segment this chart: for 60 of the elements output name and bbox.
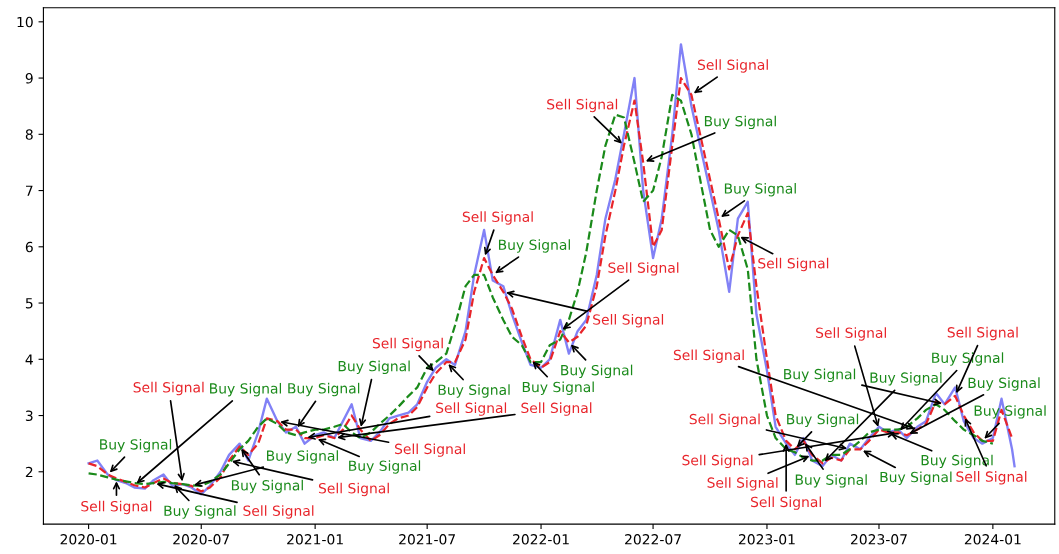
annotation: Sell Signal	[318, 482, 389, 497]
annotation: Sell Signal	[689, 413, 760, 428]
annotation: Sell Signal	[750, 496, 821, 510]
annotation: Buy Signal	[561, 364, 633, 379]
annotation: Buy Signal	[522, 381, 594, 395]
annotation: Buy Signal	[795, 474, 867, 488]
y-tick-label: 9	[25, 73, 33, 84]
annotation: Sell Signal	[593, 314, 664, 328]
annotation: Buy Signal	[267, 450, 338, 464]
x-tick-label: 2021-01	[287, 534, 343, 545]
annotation: Buy Signal	[498, 239, 570, 253]
y-tick-label: 5	[25, 298, 33, 309]
annotation: Sell Signal	[758, 257, 829, 272]
x-tick-label: 2024-01	[964, 534, 1021, 545]
annotation: Sell Signal	[608, 262, 679, 276]
y-tick-label: 8	[25, 129, 33, 140]
annotation: Buy Signal	[231, 479, 303, 494]
annotation: Sell Signal	[682, 454, 753, 469]
annotation: Sell Signal	[133, 381, 204, 396]
y-tick-label: 7	[26, 185, 33, 196]
annotation: Sell Signal	[816, 327, 886, 341]
y-tick-label: 6	[25, 241, 33, 253]
annotation: Buy Signal	[968, 377, 1040, 391]
annotation: Buy Signal	[870, 372, 942, 386]
x-tick-label: 2023-01	[738, 534, 795, 545]
annotation: Buy Signal	[724, 183, 796, 197]
x-tick-label: 2021-07	[399, 534, 455, 545]
annotation: Sell Signal	[707, 477, 778, 491]
annotation: Sell Signal	[947, 326, 1018, 341]
annotation: Buy Signal	[438, 384, 510, 398]
x-tick-label: 2022-07	[625, 534, 681, 545]
annotation: Sell Signal	[243, 505, 314, 519]
y-tick-label: 4	[25, 354, 33, 365]
annotation: Sell Signal	[547, 98, 618, 113]
annotation: Sell Signal	[372, 337, 443, 352]
annotation: Buy Signal	[787, 413, 859, 428]
annotation: Sell Signal	[462, 211, 533, 225]
x-tick-label: 2020-01	[60, 534, 117, 545]
annotation: Buy Signal	[100, 438, 172, 453]
annotation: Sell Signal	[394, 443, 465, 457]
annotation: Buy Signal	[288, 382, 360, 397]
x-tick-label: 2020-07	[173, 534, 230, 545]
y-tick-label: 10	[17, 16, 33, 28]
annotation: Sell Signal	[697, 59, 768, 73]
annotation: Sell Signal	[81, 500, 152, 515]
annotation: Buy Signal	[880, 471, 952, 485]
x-tick-label: 2023-07	[850, 534, 907, 545]
annotation: Buy Signal	[704, 115, 776, 130]
x-tick-label: 2022-01	[513, 534, 569, 545]
annotation: Buy Signal	[210, 382, 282, 397]
annotation: Buy Signal	[338, 360, 410, 375]
annotation: Buy Signal	[784, 368, 856, 383]
annotation: Sell Signal	[521, 402, 592, 416]
y-tick-label: 2	[25, 466, 33, 478]
annotation: Buy Signal	[164, 505, 236, 519]
y-tick-label: 3	[25, 410, 33, 422]
annotation: Sell Signal	[436, 402, 507, 416]
annotation: Sell Signal	[673, 349, 744, 363]
annotation: Buy Signal	[349, 460, 421, 474]
annotation: Sell Signal	[956, 471, 1027, 485]
